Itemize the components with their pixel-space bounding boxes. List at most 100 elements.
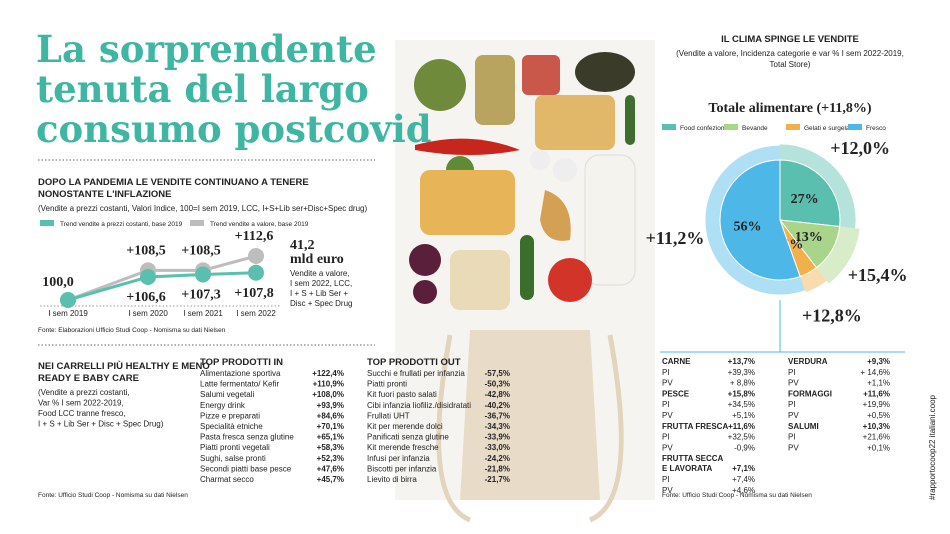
value-label: 27% — [791, 192, 819, 207]
value-label: +108,5 — [181, 243, 220, 258]
row-label: Infusi per infanzia — [367, 454, 430, 463]
fresh-value: +34,5% — [728, 400, 755, 409]
series-line — [67, 271, 257, 302]
row-label: Panificati senza glutine — [367, 433, 449, 442]
row-value: -42,8% — [485, 390, 510, 399]
subtitle: Total Store) — [770, 60, 811, 69]
row-value: -34,3% — [485, 422, 510, 431]
legend-label: Trend vendite a prezzi costanti, base 20… — [60, 221, 183, 228]
fresh-label: PESCE — [662, 389, 690, 398]
legend-swatch — [724, 124, 738, 130]
fresh-value: -0,9% — [734, 443, 755, 452]
row-value: -21,8% — [485, 464, 510, 473]
fresh-label: PI — [788, 368, 796, 377]
row-value: -33,0% — [485, 443, 510, 452]
chart-title: IL CLIMA SPINGE LE VENDITE — [721, 34, 859, 45]
fresh-label: SALUMI — [788, 422, 819, 431]
value-label: +107,8 — [234, 286, 273, 301]
row-value: -50,3% — [485, 380, 510, 389]
row-value: +65,1% — [317, 433, 344, 442]
row-value: +122,4% — [312, 369, 344, 378]
row-value: -40,2% — [485, 401, 510, 410]
subtitle: Food LCC tranne fresco, — [38, 409, 126, 418]
value-label: +112,6 — [235, 229, 274, 244]
fresh-label: FRUTTA SECCA — [662, 454, 724, 463]
row-label: Charmat secco — [200, 475, 254, 484]
fresh-value: +7,4% — [732, 475, 755, 484]
row-label: Lievito di birra — [367, 475, 417, 484]
fresh-label: PV — [662, 411, 673, 420]
point — [248, 248, 264, 264]
change-label: +11,2% — [646, 228, 705, 248]
total-note: I + S + Lib Ser + — [290, 289, 348, 298]
change-label: +12,0% — [830, 138, 890, 158]
total-note: I sem 2022, LCC, — [290, 279, 352, 288]
legend-swatch — [40, 220, 54, 226]
fresh-value: +10,3% — [863, 422, 890, 431]
source: Fonte: Elaborazioni Ufficio Studi Coop -… — [38, 327, 226, 334]
row-value: -33,9% — [485, 433, 510, 442]
heading: NEI CARRELLI PIÙ HEALTHY E MENO — [38, 360, 210, 372]
heading: DOPO LA PANDEMIA LE VENDITE CONTINUANO A… — [38, 177, 309, 188]
row-label: Secondi piatti base pesce — [200, 464, 292, 473]
row-label: Kit merende fresche — [367, 443, 439, 452]
fresh-value: +39,3% — [728, 368, 755, 377]
total: 41,2 — [290, 238, 315, 253]
row-value: +108,0% — [312, 390, 344, 399]
value-label: +107,3 — [181, 288, 220, 303]
fresh-label: PI — [788, 400, 796, 409]
fresh-value: +0,5% — [867, 411, 890, 420]
fresh-label: FRUTTA FRESCA — [662, 422, 728, 431]
legend-label: Food confezionato — [680, 125, 734, 132]
subtitle: I + S + Lib Ser + Disc + Spec Drug) — [38, 420, 164, 429]
row-label: Piatti pronti vegetali — [200, 443, 270, 452]
change-label: +15,4% — [848, 265, 908, 285]
row-label: Pasta fresca senza glutine — [200, 433, 294, 442]
row-value: -21,7% — [485, 475, 510, 484]
row-value: +47,6% — [317, 464, 344, 473]
fresh-value: +5,1% — [732, 411, 755, 420]
fresh-label: PV — [662, 379, 673, 388]
fresh-value: + 8,8% — [730, 379, 755, 388]
fresh-value: + 14,6% — [860, 368, 890, 377]
fresh-label: PV — [788, 411, 799, 420]
fresh-label: PV — [662, 443, 673, 452]
point — [248, 264, 264, 281]
fresh-value: +11,6% — [728, 422, 755, 431]
row-value: +84,6% — [317, 411, 344, 420]
row-label: Specialità etniche — [200, 422, 263, 431]
title: tenuta del largo — [36, 67, 369, 111]
fresh-label: PI — [662, 368, 670, 377]
row-label: Succhi e frullati per infanzia — [367, 369, 465, 378]
subtitle: (Vendite a prezzi costanti, Valori Indic… — [38, 204, 367, 213]
row-value: +93,9% — [317, 401, 344, 410]
fresh-value: +11,6% — [863, 389, 890, 398]
total-note: Disc + Spec Drug — [290, 299, 352, 308]
source: Fonte: Ufficio Studi Coop - Nomisma su d… — [662, 492, 812, 499]
title: consumo postcovid — [36, 107, 432, 151]
change-ring — [816, 226, 860, 284]
row-label: Alimentazione sportiva — [200, 369, 281, 378]
legend-label: Trend vendite a valore, base 2019 — [210, 221, 309, 228]
fresh-label: PV — [788, 379, 799, 388]
fresh-value: +13,7% — [728, 357, 755, 366]
row-value: -24,2% — [485, 454, 510, 463]
subtitle: (Vendite a valore, Incidenza categorie e… — [676, 49, 904, 58]
source: Fonte: Ufficio Studi Coop - Nomisma su d… — [38, 492, 188, 499]
pie-slice — [719, 159, 801, 281]
fresh-label: VERDURA — [788, 357, 828, 366]
legend-label: Gelati e surgelati — [804, 125, 853, 132]
point — [60, 292, 76, 308]
pie-slice — [779, 159, 841, 228]
heading: READY E BABY CARE — [38, 373, 139, 384]
fresh-label: E LAVORATA — [662, 464, 712, 473]
value-label: 13% — [795, 230, 823, 245]
legend-swatch — [848, 124, 862, 130]
legend-label: Bevande — [742, 125, 768, 132]
row-label: Kit fuori pasto salati — [367, 390, 437, 399]
table-title: TOP PRODOTTI OUT — [367, 357, 461, 368]
row-label: Sughi, salse pronti — [200, 454, 266, 463]
row-label: Energy drink — [200, 401, 246, 410]
row-label: Biscotti per infanzia — [367, 464, 437, 473]
